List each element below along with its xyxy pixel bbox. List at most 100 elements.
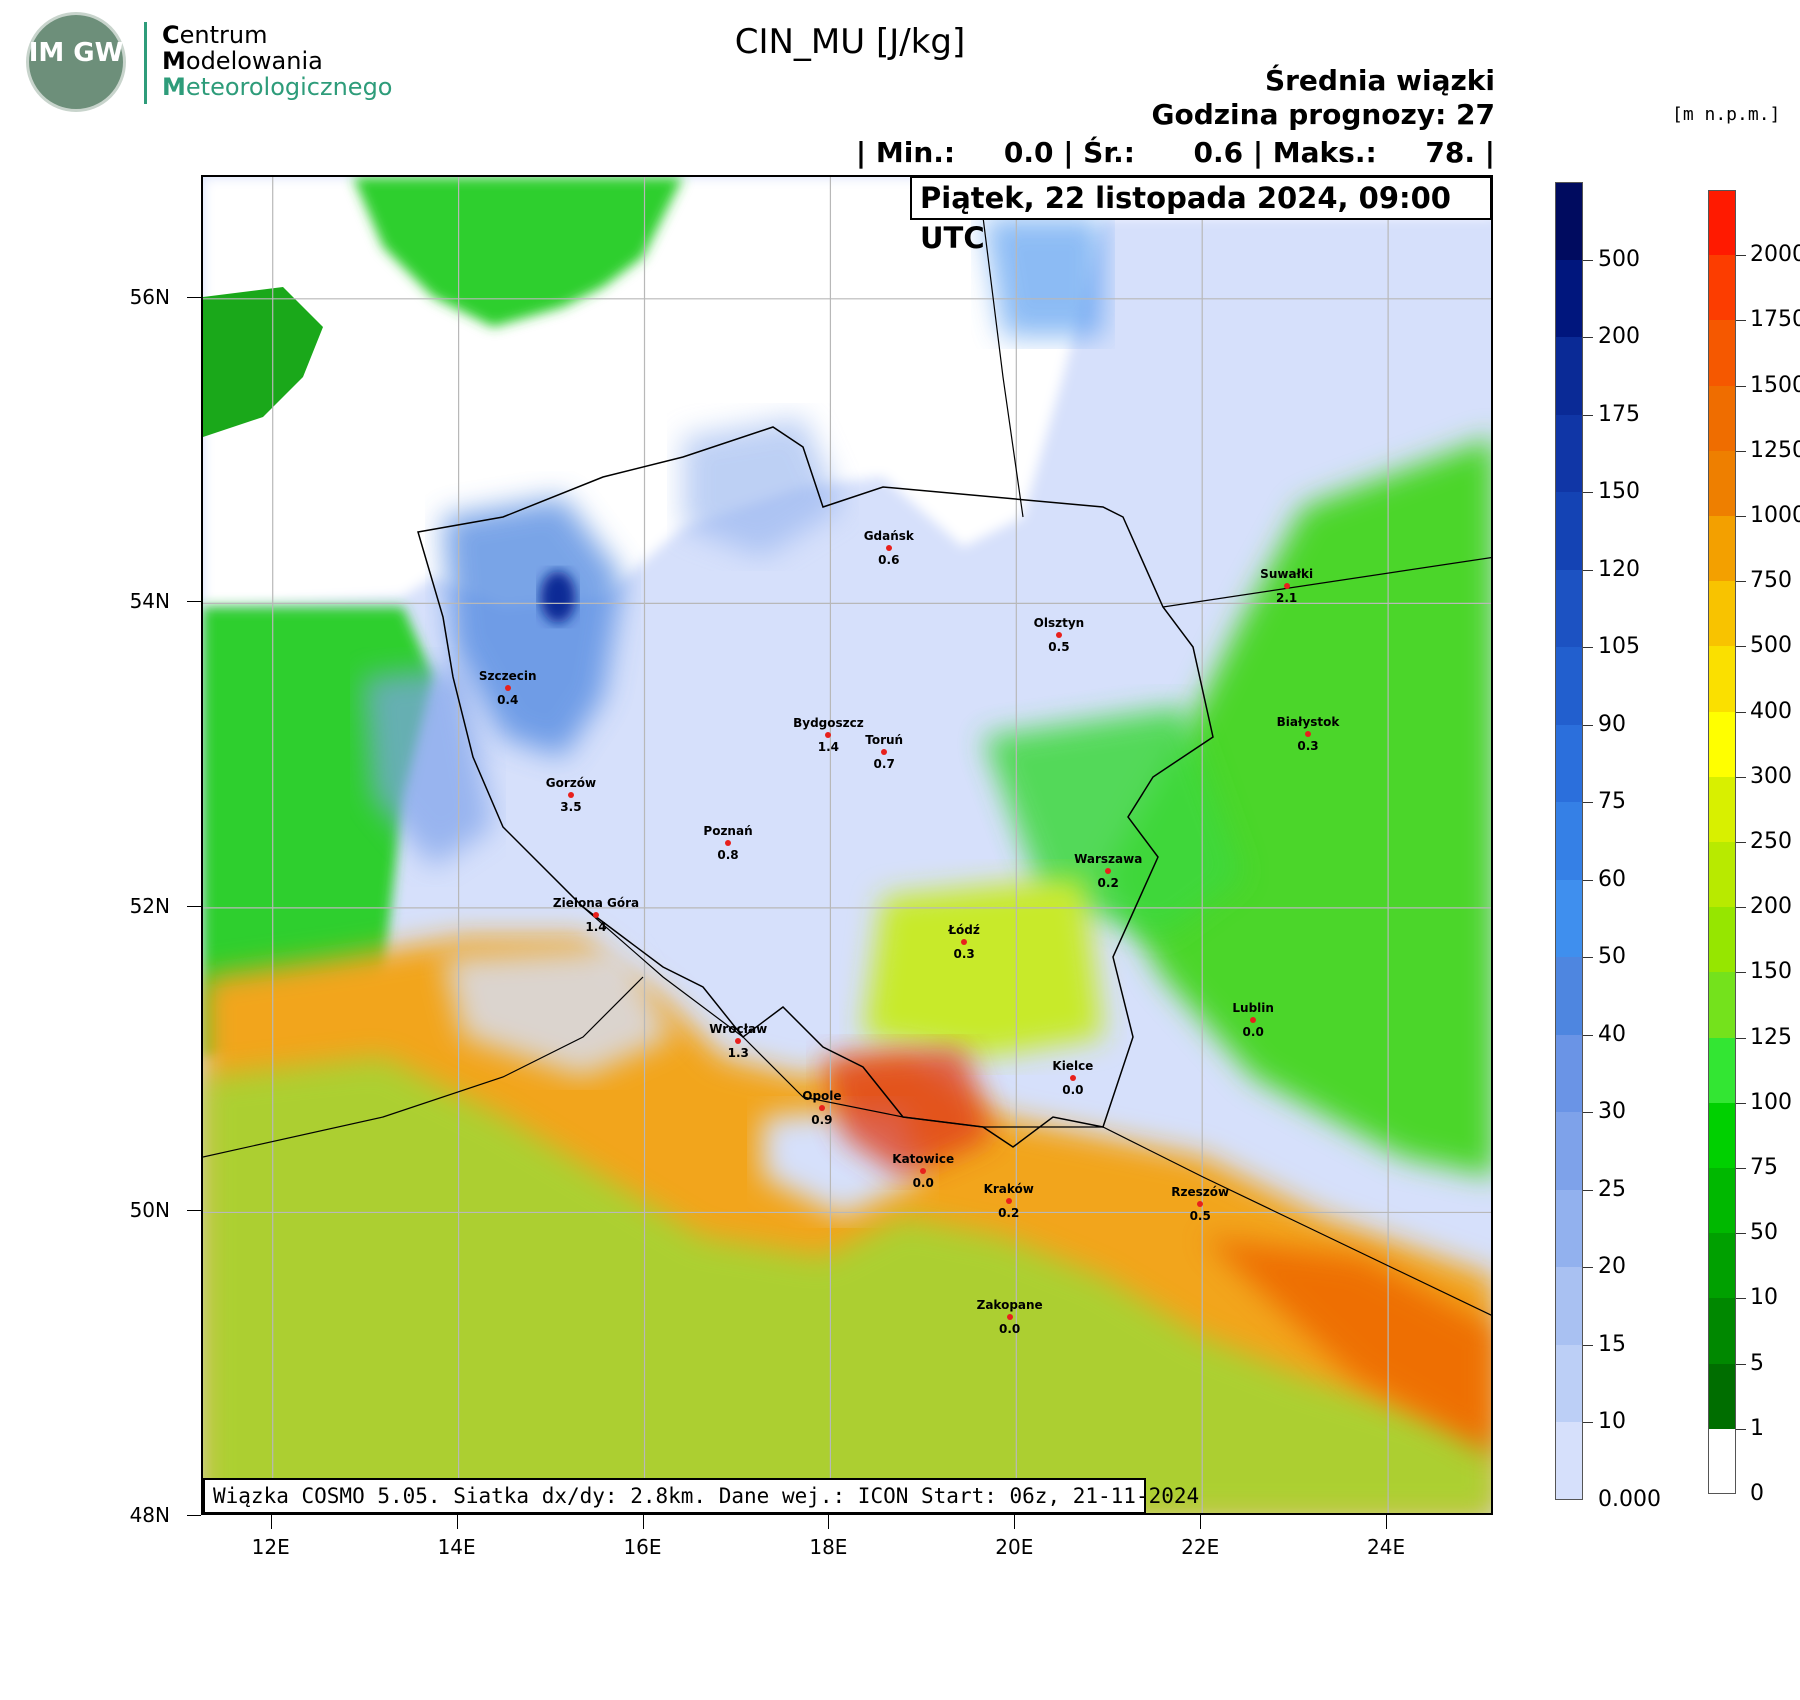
terrain-orange-carpathians — [1203, 1237, 1491, 1455]
cin-colorbar-label: 30 — [1598, 1099, 1626, 1124]
chart-title: CIN_MU [J/kg] — [734, 22, 966, 62]
lon-tick — [642, 1515, 644, 1529]
height-colorbar-tick — [1736, 1428, 1746, 1430]
city-value: 0.0 — [912, 1175, 934, 1190]
lon-tick-label: 12E — [251, 1535, 290, 1559]
height-colorbar-swatch — [1708, 1102, 1736, 1168]
lon-tick-label: 18E — [809, 1535, 848, 1559]
lat-tick — [187, 1515, 201, 1516]
height-colorbar-label: 200 — [1750, 894, 1792, 920]
height-colorbar-tick — [1736, 581, 1746, 583]
city-value: 0.3 — [1297, 738, 1319, 753]
city-dot — [593, 912, 600, 919]
height-colorbar-tick — [1736, 1102, 1746, 1104]
cin-colorbar-label: 10 — [1598, 1409, 1626, 1434]
city-value: 0.8 — [717, 848, 739, 863]
lat-tick — [187, 1210, 201, 1212]
height-colorbar-swatch — [1708, 776, 1736, 842]
city-value: 0.0 — [1062, 1082, 1084, 1097]
cin-colorbar-swatch — [1555, 1267, 1583, 1345]
height-colorbar-tick — [1736, 255, 1746, 257]
city-value: 0.0 — [999, 1322, 1021, 1337]
height-colorbar-swatch — [1708, 450, 1736, 516]
height-colorbar-swatch — [1708, 516, 1736, 582]
cin-colorbar-tick — [1583, 492, 1593, 493]
height-colorbar-swatch — [1708, 385, 1736, 451]
height-colorbar-tick — [1736, 450, 1746, 452]
city-name: Suwałki — [1260, 567, 1314, 582]
terrain-green-south — [203, 1057, 1491, 1513]
height-colorbar-tick — [1736, 320, 1746, 322]
height-colorbar-label: 1 — [1750, 1415, 1764, 1441]
land-green-east — [1103, 438, 1491, 1177]
cin-colorbar-label: 105 — [1598, 634, 1640, 659]
height-colorbar-label: 100 — [1750, 1089, 1792, 1115]
cin-colorbar-label: 0.000 — [1598, 1486, 1661, 1512]
height-colorbar-swatch — [1708, 1428, 1736, 1494]
logo-separator — [144, 22, 147, 104]
city-name: Poznań — [703, 824, 753, 839]
city-value: 0.2 — [1097, 875, 1119, 890]
height-colorbar-swatch — [1708, 1233, 1736, 1299]
height-colorbar-label: 250 — [1750, 829, 1792, 854]
cin-colorbar-label: 120 — [1598, 556, 1640, 582]
cin-colorbar-tick — [1583, 1112, 1593, 1113]
city-value: 0.3 — [953, 947, 975, 962]
lon-tick-label: 24E — [1367, 1535, 1406, 1559]
cin-colorbar-swatch — [1555, 414, 1583, 492]
city-dot — [725, 840, 732, 847]
lon-tick-label: 14E — [437, 1535, 476, 1559]
lat-tick — [187, 296, 201, 298]
cin-colorbar-swatch — [1555, 957, 1583, 1035]
city-name: Kielce — [1052, 1058, 1094, 1073]
land-yellowgreen-kielce — [863, 877, 1103, 1057]
height-colorbar-tick — [1736, 1233, 1746, 1235]
lowland-bohemia — [443, 947, 673, 1077]
terrain-red-tatra — [823, 1047, 993, 1177]
cin-colorbar-swatch — [1555, 569, 1583, 647]
city-dot — [825, 732, 832, 739]
lon-tick — [1386, 1515, 1388, 1529]
height-colorbar-tick — [1736, 907, 1746, 909]
city-dot — [1006, 1314, 1013, 1321]
cin-colorbar-swatch — [1555, 1189, 1583, 1267]
logo-line-2: Modelowania — [162, 47, 323, 75]
height-colorbar-label: 5 — [1750, 1350, 1764, 1376]
cin-colorbar-label: 20 — [1598, 1254, 1626, 1279]
cin-colorbar-tick — [1583, 1034, 1593, 1036]
lat-tick-label: 48N — [129, 1503, 170, 1527]
height-colorbar-tick — [1736, 842, 1746, 843]
city-name: Bydgoszcz — [793, 716, 864, 731]
logo-line-3: Meteorologicznego — [162, 73, 393, 101]
lon-tick-label: 16E — [623, 1535, 662, 1559]
height-colorbar-label: 750 — [1750, 568, 1792, 594]
city-dot — [1305, 730, 1312, 737]
ensemble-mean-label: Średnia wiązki — [1264, 64, 1495, 97]
height-colorbar-swatch — [1708, 646, 1736, 712]
cin-colorbar-swatch — [1555, 182, 1583, 260]
cin-colorbar-tick — [1583, 647, 1593, 648]
cin-colorbar-label: 200 — [1598, 324, 1640, 349]
lat-tick-label: 54N — [129, 589, 170, 614]
city-dot — [1105, 867, 1112, 874]
city-dot — [920, 1167, 927, 1174]
height-colorbar-label: 150 — [1750, 959, 1792, 985]
city-dot — [818, 1105, 825, 1112]
imgw-emblem-icon — [26, 12, 126, 112]
height-colorbar-label: 75 — [1750, 1155, 1778, 1180]
city-dot — [885, 545, 892, 552]
land-green-denmark — [203, 287, 323, 437]
city-name: Wrocław — [709, 1022, 768, 1037]
height-colorbar-label: 125 — [1750, 1024, 1792, 1050]
cin-colorbar-label: 90 — [1598, 711, 1626, 737]
height-colorbar-swatch — [1708, 255, 1736, 321]
height-colorbar-tick — [1736, 1037, 1746, 1039]
height-colorbar-swatch — [1708, 972, 1736, 1038]
height-colorbar-label: 10 — [1750, 1285, 1778, 1311]
height-colorbar-label: 0 — [1750, 1481, 1764, 1506]
lon-tick — [1014, 1515, 1016, 1529]
cin-colorbar-tick — [1583, 1189, 1593, 1191]
city-dot — [735, 1038, 742, 1045]
cin-colorbar-label: 25 — [1598, 1176, 1626, 1202]
cin-colorbar-tick — [1583, 1344, 1593, 1346]
